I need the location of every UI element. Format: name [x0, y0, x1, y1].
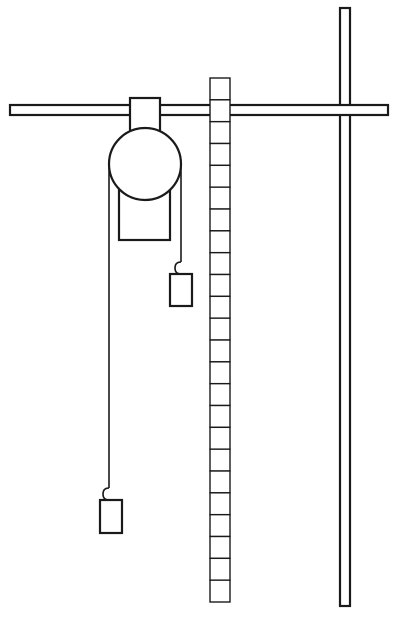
scale-cell	[209, 513, 231, 538]
scale-cell	[209, 557, 231, 581]
weight-right-hook	[174, 261, 182, 275]
scale-cell	[209, 273, 231, 298]
scale-cell	[209, 120, 231, 145]
scale-cell	[209, 208, 231, 232]
scale-cell	[209, 404, 231, 429]
scale-cell	[209, 99, 231, 123]
pulley-wheel	[107, 126, 183, 202]
scale-cell	[209, 448, 231, 472]
scale-cell	[209, 470, 231, 494]
scale-cell	[209, 295, 231, 319]
crossbar	[8, 103, 390, 117]
scale-cell	[209, 382, 231, 407]
measuring-scale	[209, 77, 231, 603]
scale-cell	[209, 361, 231, 385]
scale-cell	[209, 164, 231, 188]
scale-cell	[209, 142, 231, 167]
scale-cell	[209, 426, 231, 450]
scale-cell	[209, 579, 231, 603]
scale-cell	[209, 492, 231, 516]
weight-left	[98, 498, 124, 535]
scale-cell	[209, 230, 231, 254]
scale-cell	[209, 186, 231, 210]
weight-right	[168, 272, 194, 308]
scale-cell	[209, 339, 231, 363]
weight-left-hook	[102, 487, 110, 501]
scale-cell	[209, 535, 231, 560]
stand-pole	[338, 6, 352, 608]
scale-cell	[209, 77, 231, 101]
scale-cell	[209, 317, 231, 341]
scale-cell	[209, 251, 231, 276]
